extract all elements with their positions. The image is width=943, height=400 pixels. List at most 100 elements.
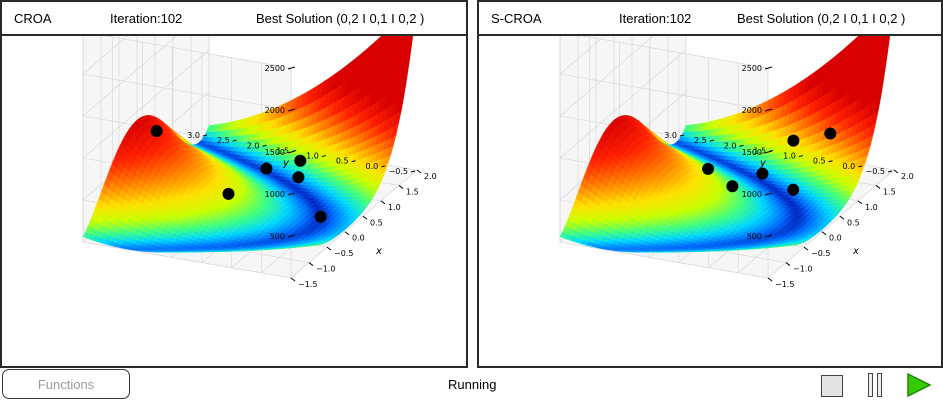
y-tick-mark xyxy=(828,160,833,163)
x-tick-mark xyxy=(821,231,827,236)
x-tick-label: 0.0 xyxy=(829,234,842,243)
best-solution-label: Best Solution (0,2 I 0,1 I 0,2 ) xyxy=(256,11,425,26)
y-tick-label: 1.0 xyxy=(783,152,796,161)
x-tick-mark xyxy=(416,169,422,174)
x-tick-label: 2.0 xyxy=(424,172,437,181)
grid-line xyxy=(104,36,292,69)
x-tick-label: 0.5 xyxy=(847,218,860,227)
x-tick-mark xyxy=(398,185,404,189)
surface-patch xyxy=(406,36,414,50)
x-tick-label: 1.0 xyxy=(865,203,878,212)
panel-header: S-CROA Iteration:102 Best Solution (0,2 … xyxy=(479,2,941,36)
grid-line xyxy=(581,36,769,69)
z-tick-label: 1500 xyxy=(265,148,285,157)
z-tick-label: 2000 xyxy=(265,106,285,115)
x-tick-mark xyxy=(290,277,296,282)
x-tick-label: −1.5 xyxy=(298,280,317,289)
x-tick-mark xyxy=(344,231,350,236)
x-tick-label: 1.0 xyxy=(388,203,401,212)
play-icon[interactable] xyxy=(906,373,932,397)
z-tick-mark xyxy=(287,108,296,112)
solution-point xyxy=(787,183,800,196)
surface-patch xyxy=(388,36,395,49)
grid-line xyxy=(82,73,292,111)
z-tick-label: 500 xyxy=(270,232,285,241)
surface-plot[interactable]: 500 1000 1500 2000 2500 −0.5 0.0 0.5 1.0 1.5 2.0 2.… xyxy=(479,36,941,368)
x-tick-label: −1.0 xyxy=(316,265,335,274)
surface-mesh xyxy=(559,36,891,253)
grid-line xyxy=(290,169,418,279)
y-tick-mark xyxy=(292,149,297,152)
z-tick-mark xyxy=(764,108,773,112)
x-tick-label: 1.5 xyxy=(406,187,419,196)
x-tick-label: −0.5 xyxy=(811,249,830,258)
y-tick-label: 2.0 xyxy=(724,141,737,150)
y-tick-mark xyxy=(679,134,685,137)
surface-plot[interactable]: 500 1000 1500 2000 2500 −0.5 0.0 0.5 1.0 1.5 2.0 2.… xyxy=(2,36,466,368)
surface-patch xyxy=(883,36,891,50)
y-tick-label: 3.0 xyxy=(664,131,677,140)
z-tick-mark xyxy=(287,66,296,70)
y-tick-label: 0.5 xyxy=(813,157,826,166)
y-tick-label: 2.0 xyxy=(247,141,260,150)
y-tick-label: 0.5 xyxy=(336,157,349,166)
y-tick-label: 1.0 xyxy=(306,152,319,161)
grid-line xyxy=(559,73,769,111)
y-tick-mark xyxy=(739,144,744,147)
population-points xyxy=(702,127,837,196)
surface-patch xyxy=(878,36,886,55)
solution-point xyxy=(222,187,235,200)
x-tick-mark xyxy=(839,215,845,220)
solution-point xyxy=(756,167,769,180)
play-triangle xyxy=(907,373,932,397)
z-tick-label: 2500 xyxy=(265,64,285,73)
z-tick-label: 500 xyxy=(747,232,762,241)
x-tick-mark xyxy=(326,246,332,251)
x-tick-mark xyxy=(857,200,863,205)
x-axis-label: x xyxy=(852,246,859,257)
y-tick-mark xyxy=(202,134,208,137)
x-tick-mark xyxy=(893,169,899,174)
pause-icon[interactable] xyxy=(866,373,886,399)
y-tick-mark xyxy=(232,139,237,142)
solution-point xyxy=(260,162,273,175)
grid-line xyxy=(82,241,292,279)
y-tick-label: −0.5 xyxy=(389,167,408,176)
stop-icon[interactable] xyxy=(821,375,843,397)
surface-patch xyxy=(875,36,879,39)
y-tick-label: 0.0 xyxy=(366,162,379,171)
x-tick-label: −0.5 xyxy=(334,249,353,258)
x-tick-mark xyxy=(362,215,368,220)
x-tick-mark xyxy=(308,262,314,266)
z-tick-mark xyxy=(764,192,773,196)
x-tick-mark xyxy=(785,262,791,266)
surface-patch xyxy=(401,36,409,55)
solution-point xyxy=(824,127,837,140)
y-axis-label: y xyxy=(282,158,290,169)
grid-line xyxy=(82,36,177,117)
control-bar: Functions Running xyxy=(0,368,943,400)
x-tick-mark xyxy=(803,246,809,251)
z-tick-label: 1500 xyxy=(742,148,762,157)
y-tick-mark xyxy=(769,149,774,152)
functions-button[interactable]: Functions xyxy=(2,369,130,399)
y-tick-label: 1.5 xyxy=(753,146,766,155)
z-tick-label: 1000 xyxy=(742,190,762,199)
x-tick-label: 0.0 xyxy=(352,234,365,243)
y-tick-mark xyxy=(321,155,326,158)
y-tick-mark xyxy=(887,170,893,173)
surface-patch xyxy=(382,36,391,54)
status-text: Running xyxy=(448,377,497,392)
y-tick-mark xyxy=(351,160,356,163)
x-tick-label: −1.0 xyxy=(793,265,812,274)
surface-patch xyxy=(865,36,872,49)
y-tick-label: 1.5 xyxy=(276,146,289,155)
grid-line xyxy=(559,36,605,75)
grid-line xyxy=(559,241,769,279)
y-tick-mark xyxy=(709,139,714,142)
x-tick-label: 0.5 xyxy=(370,218,383,227)
y-axis-label: y xyxy=(759,158,767,169)
z-tick-mark xyxy=(764,234,773,238)
y-tick-mark xyxy=(262,144,267,147)
x-tick-mark xyxy=(380,200,386,205)
